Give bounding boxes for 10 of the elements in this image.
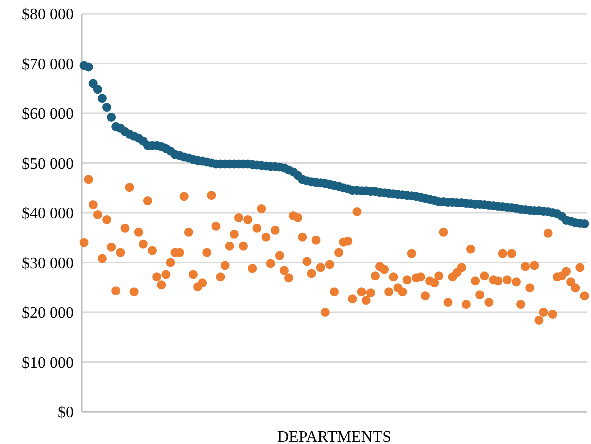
x-axis-title: DEPARTMENTS	[277, 429, 392, 444]
y-tick-label: $40 000	[22, 206, 74, 223]
y-tick-label: $0	[58, 404, 74, 422]
y-tick-label: $70 000	[22, 56, 74, 74]
y-tick-label: $20 000	[22, 305, 74, 322]
y-tick-label: $80 000	[22, 6, 74, 24]
y-tick-label: $10 000	[22, 354, 74, 372]
y-tick-label: $30 000	[22, 255, 74, 272]
y-tick-label: $50 000	[22, 156, 74, 173]
y-tick-label: $60 000	[22, 106, 74, 124]
